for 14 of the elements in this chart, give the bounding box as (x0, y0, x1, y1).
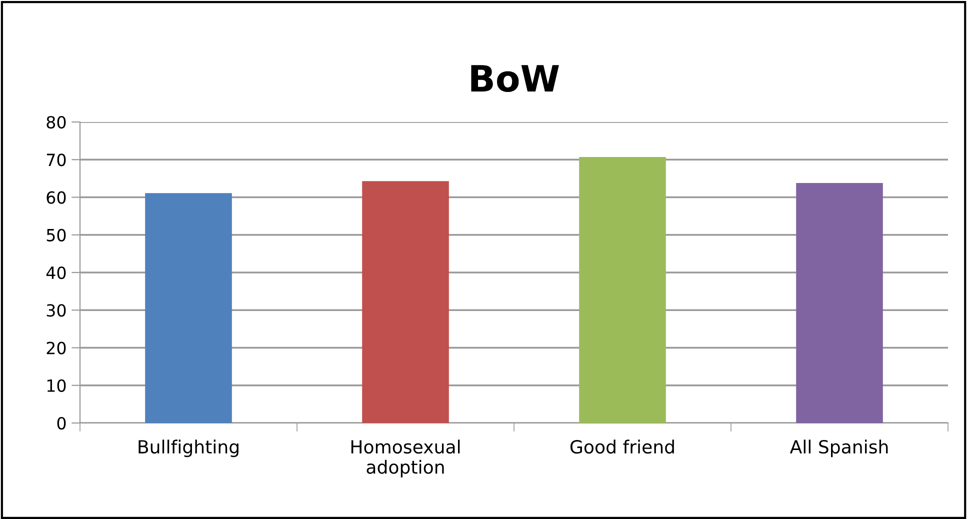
y-tick-label: 80 (46, 116, 66, 129)
y-tick-label: 40 (46, 266, 66, 280)
y-tick-label: 50 (46, 228, 66, 242)
y-tick-label: 20 (46, 342, 66, 354)
y-tick-label: 0 (57, 416, 66, 430)
y-tick-label: 10 (47, 379, 66, 392)
x-tick-label: All Spanish (790, 440, 888, 458)
x-tick-label: Good friend (570, 440, 674, 454)
y-tick-label: 30 (46, 304, 66, 317)
x-tick-label: Bullfighting (138, 440, 238, 458)
y-tick-label: 70 (46, 154, 66, 166)
chart-title: BoW (471, 65, 559, 92)
x-tick-label: Homosexual adoption (351, 440, 460, 478)
y-tick-label: 60 (46, 191, 66, 204)
